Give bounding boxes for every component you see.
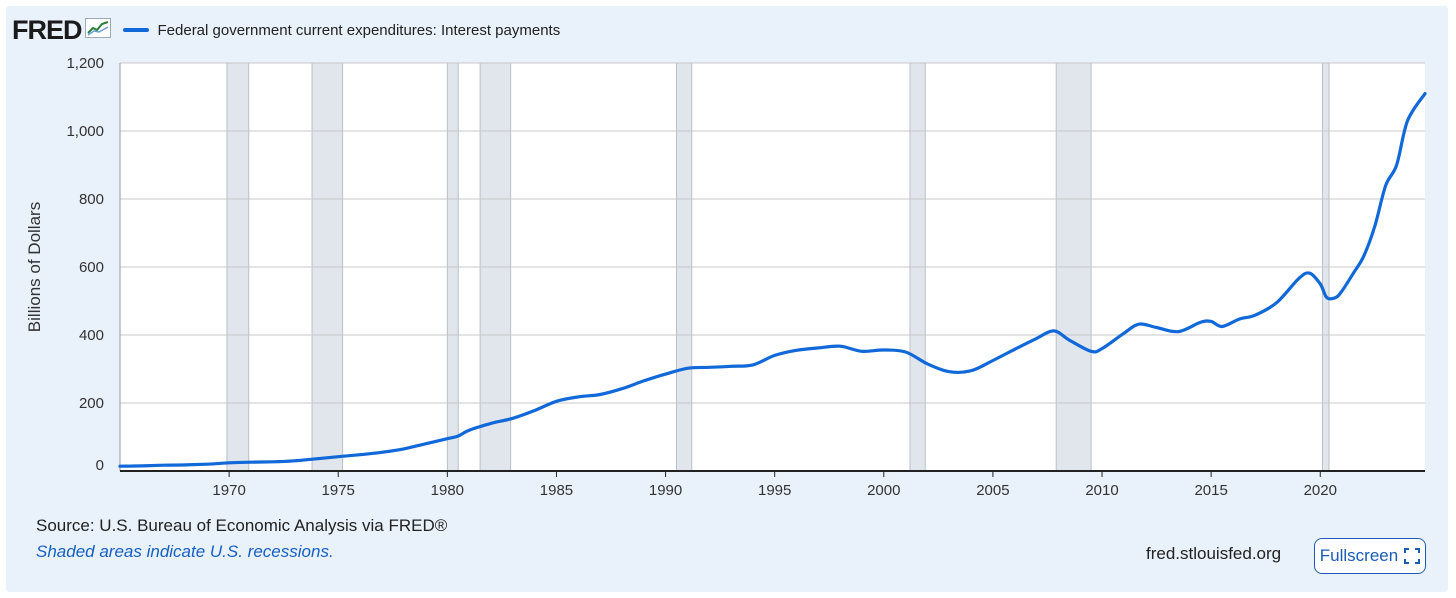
- y-tick-label: 1,000: [66, 123, 104, 140]
- x-tick-label: 1990: [649, 482, 682, 499]
- x-tick-label: 1985: [540, 482, 573, 499]
- source-text: Source: U.S. Bureau of Economic Analysis…: [36, 516, 448, 535]
- x-tick-label: 2015: [1194, 482, 1227, 499]
- series-line[interactable]: [118, 92, 1427, 468]
- recession-note: Shaded areas indicate U.S. recessions.: [36, 542, 334, 561]
- legend-line-swatch: [122, 28, 149, 32]
- y-tick-label: 200: [79, 395, 104, 412]
- x-tick-label: 1995: [758, 482, 791, 499]
- x-tick-label: 1980: [431, 482, 464, 499]
- fullscreen-icon: [1404, 548, 1421, 564]
- fullscreen-button[interactable]: Fullscreen: [1314, 538, 1426, 574]
- y-tick-label: 0: [96, 457, 104, 474]
- y-axis-title: Billions of Dollars: [25, 202, 44, 332]
- y-tick-label: 600: [79, 259, 104, 276]
- x-tick-label: 1975: [322, 482, 355, 499]
- legend-label[interactable]: Federal government current expenditures:…: [157, 21, 561, 39]
- x-tick-label: 1970: [212, 482, 245, 499]
- x-tick-label: 2010: [1085, 482, 1118, 499]
- fullscreen-label: Fullscreen: [1319, 546, 1399, 565]
- y-tick-label: 800: [79, 191, 104, 208]
- y-tick-label: 400: [79, 327, 104, 344]
- x-tick-label: 2005: [976, 482, 1009, 499]
- trend-chart-icon: [84, 17, 111, 43]
- x-tick-label: 2000: [867, 482, 900, 499]
- site-url[interactable]: fred.stlouisfed.org: [1146, 544, 1282, 563]
- y-tick-label: 1,200: [66, 55, 104, 72]
- chart-header: FRED Federal government current expendit…: [12, 14, 560, 46]
- x-tick-label: 2020: [1304, 482, 1337, 499]
- fred-logo[interactable]: FRED: [12, 14, 82, 45]
